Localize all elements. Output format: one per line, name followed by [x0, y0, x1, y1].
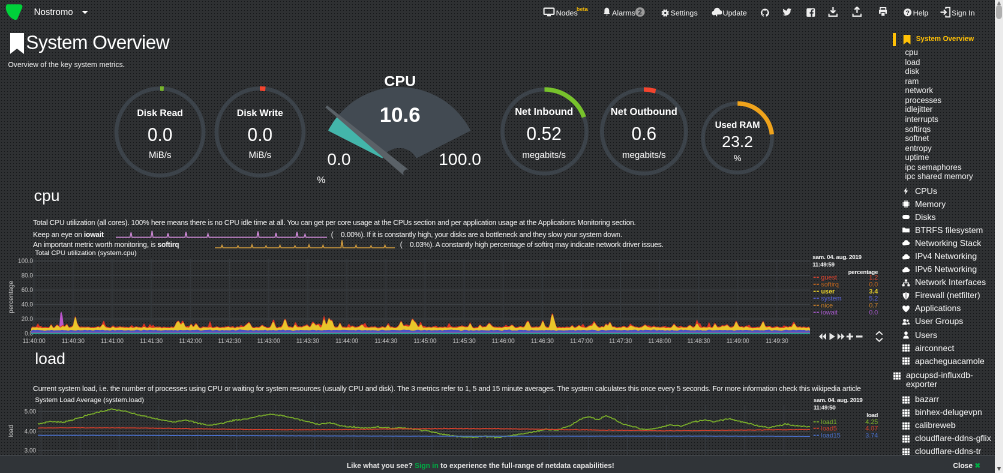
- svg-text:sam. 04. aug. 2019: sam. 04. aug. 2019: [813, 255, 863, 261]
- svg-text:11:43:30: 11:43:30: [296, 339, 320, 345]
- svg-text:Nodes: Nodes: [556, 8, 578, 17]
- svg-text:11:47:30: 11:47:30: [609, 339, 633, 345]
- svg-text:11:43:00: 11:43:00: [257, 339, 281, 345]
- svg-text:11:42:30: 11:42:30: [218, 339, 242, 345]
- svg-text:11:40:00: 11:40:00: [23, 339, 47, 345]
- svg-text:sam. 04. aug. 2019: sam. 04. aug. 2019: [814, 398, 864, 404]
- svg-text:40.0: 40.0: [21, 303, 33, 309]
- svg-text:guest: guest: [821, 275, 837, 282]
- svg-text:60.0: 60.0: [21, 288, 33, 294]
- svg-text:11:46:30: 11:46:30: [531, 339, 555, 345]
- svg-text:11:40:30: 11:40:30: [62, 339, 86, 345]
- svg-text:11:49:30: 11:49:30: [765, 339, 789, 345]
- svg-text:11:49:59: 11:49:59: [813, 263, 836, 269]
- svg-text:Alarms: Alarms: [612, 8, 636, 17]
- svg-text:1.2: 1.2: [869, 275, 878, 282]
- svg-text:load: load: [866, 413, 878, 419]
- svg-text:11:42:00: 11:42:00: [179, 339, 203, 345]
- svg-text:11:49:50: 11:49:50: [814, 406, 837, 412]
- svg-text:11:44:30: 11:44:30: [374, 339, 398, 345]
- svg-text:softirq: softirq: [821, 282, 839, 289]
- svg-text:0.0: 0.0: [869, 310, 878, 317]
- svg-text:percentage: percentage: [848, 270, 879, 276]
- svg-text:11:48:30: 11:48:30: [687, 339, 711, 345]
- svg-text:system: system: [821, 296, 842, 303]
- svg-text:beta: beta: [577, 7, 589, 13]
- svg-text:Help: Help: [913, 8, 928, 17]
- svg-text:percentage: percentage: [8, 280, 15, 313]
- svg-text:load1: load1: [821, 419, 837, 426]
- svg-text:Sign In: Sign In: [952, 8, 975, 17]
- svg-text:Update: Update: [723, 8, 747, 17]
- svg-text:nice: nice: [821, 303, 833, 310]
- svg-text:load: load: [8, 424, 15, 437]
- svg-text:load15: load15: [821, 433, 841, 440]
- svg-text:Settings: Settings: [671, 8, 698, 17]
- svg-text:11:48:00: 11:48:00: [648, 339, 672, 345]
- svg-text:5.2: 5.2: [869, 296, 878, 303]
- svg-text:3.00: 3.00: [24, 449, 36, 455]
- svg-text:?: ?: [906, 10, 910, 17]
- svg-text:iowait: iowait: [821, 310, 838, 317]
- svg-text:11:41:00: 11:41:00: [101, 339, 125, 345]
- svg-text:11:45:00: 11:45:00: [414, 339, 438, 345]
- svg-text:100.0: 100.0: [18, 259, 34, 265]
- svg-text:11:49:00: 11:49:00: [726, 339, 750, 345]
- svg-text:11:45:30: 11:45:30: [453, 339, 477, 345]
- svg-text:4.00: 4.00: [24, 430, 36, 436]
- svg-text:0.0: 0.0: [869, 282, 878, 289]
- svg-text:user: user: [821, 289, 835, 296]
- svg-text:0.0: 0.0: [25, 332, 34, 338]
- svg-text:11:44:00: 11:44:00: [335, 339, 359, 345]
- svg-text:20.0: 20.0: [21, 317, 33, 323]
- svg-text:11:47:00: 11:47:00: [570, 339, 594, 345]
- svg-text:80.0: 80.0: [21, 274, 33, 280]
- svg-text:3.74: 3.74: [865, 433, 878, 440]
- svg-text:11:41:30: 11:41:30: [140, 339, 164, 345]
- svg-text:3.4: 3.4: [869, 289, 878, 296]
- svg-text:0.7: 0.7: [869, 303, 878, 310]
- svg-text:5.00: 5.00: [24, 410, 36, 416]
- svg-text:11:46:00: 11:46:00: [492, 339, 516, 345]
- svg-text:load5: load5: [821, 426, 837, 433]
- svg-text:4.25: 4.25: [865, 419, 878, 426]
- svg-text:2: 2: [638, 10, 642, 17]
- svg-text:4.07: 4.07: [865, 426, 878, 433]
